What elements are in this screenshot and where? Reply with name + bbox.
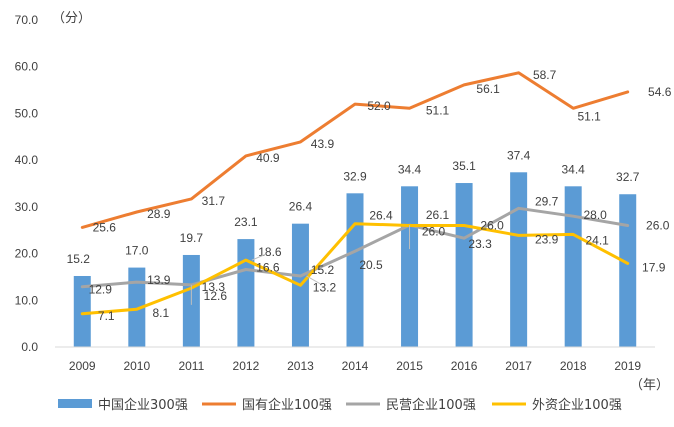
data-label: 17.9 (642, 260, 666, 274)
data-label: 12.9 (89, 283, 113, 297)
data-label: 13.2 (313, 280, 337, 294)
x-tick-label: 2016 (451, 359, 478, 373)
data-label: 40.9 (256, 151, 280, 165)
y-axis-unit: （分） (52, 11, 91, 26)
data-label: 13.3 (202, 280, 226, 294)
data-label: 8.1 (152, 306, 169, 320)
data-label: 26.0 (646, 219, 670, 233)
bar (237, 239, 255, 347)
data-label: 26.4 (289, 200, 313, 214)
data-label: 56.1 (476, 82, 500, 96)
bar (619, 194, 637, 347)
data-label: 26.4 (369, 209, 393, 223)
bar (564, 186, 582, 347)
data-label: 23.1 (234, 215, 258, 229)
data-label: 18.6 (258, 245, 282, 259)
data-label: 32.9 (343, 169, 367, 183)
data-labels: 15.2 17.0 19.7 23.1 26.4 32.9 34.4 35.1 37.4 34.4… (67, 68, 672, 323)
data-label: 25.6 (93, 220, 117, 234)
data-label: 52.0 (367, 99, 391, 113)
data-label: 12.6 (204, 289, 228, 303)
data-label: 7.1 (98, 309, 115, 323)
data-label: 15.2 (311, 263, 335, 277)
x-tick-label: 2013 (287, 359, 314, 373)
bar (455, 183, 473, 347)
data-label: 13.9 (147, 273, 171, 287)
data-label: 23.9 (535, 232, 559, 246)
x-tick-label: 2011 (178, 359, 204, 373)
x-axis: 2009 2010 2011 2012 2013 2014 2015 2016 2017 2018… (69, 359, 641, 373)
data-label: 16.6 (256, 260, 280, 274)
x-tick-label: 2018 (560, 359, 587, 373)
legend-label: 国有企业100强 (242, 397, 332, 413)
legend-label: 外资企业100强 (532, 397, 622, 413)
series-line (80, 206, 630, 289)
x-tick-label: 2014 (342, 359, 369, 373)
x-tick-label: 2009 (69, 359, 96, 373)
data-label: 43.9 (311, 137, 335, 151)
data-label: 51.1 (426, 103, 450, 117)
data-label: 26.0 (422, 225, 446, 239)
y-tick-label: 20.0 (15, 247, 39, 261)
bar (401, 186, 419, 347)
data-label: 26.1 (426, 208, 450, 222)
x-tick-label: 2012 (233, 359, 260, 373)
data-label: 23.3 (468, 237, 492, 251)
y-tick-label: 0.0 (21, 340, 38, 354)
y-tick-label: 10.0 (15, 293, 39, 307)
y-tick-label: 30.0 (15, 200, 39, 214)
bar (510, 172, 528, 347)
data-label: 58.7 (533, 68, 557, 82)
x-tick-label: 2010 (123, 359, 150, 373)
data-label: 17.0 (125, 244, 149, 258)
data-label: 28.0 (584, 208, 608, 222)
data-label: 28.9 (147, 207, 171, 221)
data-label: 29.7 (535, 194, 559, 208)
legend-swatch (58, 399, 92, 408)
data-label: 19.7 (180, 231, 204, 245)
data-label: 35.1 (452, 159, 476, 173)
x-tick-label: 2017 (505, 359, 532, 373)
series-line (80, 222, 630, 316)
line-series (80, 71, 630, 316)
series-line (80, 71, 630, 229)
data-label: 51.1 (578, 109, 602, 123)
bar (128, 267, 146, 347)
data-label: 31.7 (202, 194, 226, 208)
bar (73, 275, 91, 347)
y-tick-label: 40.0 (15, 153, 39, 167)
y-tick-label: 50.0 (15, 106, 39, 120)
data-label: 54.6 (648, 85, 672, 99)
y-axis: 0.0 10.0 20.0 30.0 40.0 50.0 60.0 70.0 (15, 13, 39, 354)
label-leader-line (306, 275, 321, 285)
legend-label: 中国企业300强 (98, 397, 188, 413)
data-label: 37.4 (507, 148, 531, 162)
x-tick-label: 2015 (396, 359, 423, 373)
data-label: 26.0 (480, 219, 504, 233)
data-label: 32.7 (616, 170, 640, 184)
data-label: 15.2 (67, 252, 91, 266)
bar-series (73, 172, 637, 347)
bar (346, 193, 364, 347)
x-axis-unit: （年） (630, 378, 669, 393)
data-label: 20.5 (359, 258, 383, 272)
data-label: 24.1 (586, 233, 610, 247)
label-leader-line (251, 253, 267, 261)
y-tick-label: 70.0 (15, 13, 39, 27)
x-tick-label: 2019 (614, 359, 641, 373)
legend: 中国企业300强 国有企业100强 民营企业100强 外资企业100强 (58, 397, 622, 413)
y-tick-label: 60.0 (15, 60, 39, 74)
data-label: 34.4 (562, 162, 586, 176)
legend-label: 民营企业100强 (386, 397, 476, 413)
data-label: 34.4 (398, 162, 422, 176)
